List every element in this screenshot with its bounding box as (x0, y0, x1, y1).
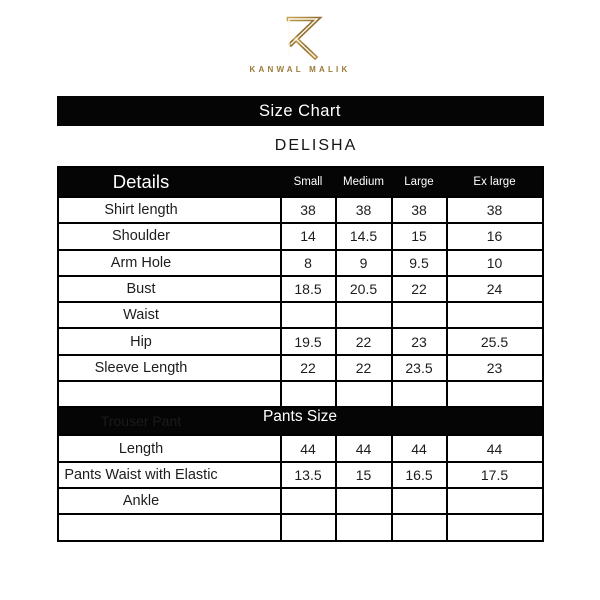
pants-size-bar: Trouser Pant Pants Size (58, 406, 542, 435)
value-cell: 22 (279, 355, 335, 381)
table-row: Pants Waist with Elastic 13.5 15 16.5 17… (58, 460, 542, 487)
size-header-small: Small (279, 168, 335, 196)
size-header-ex-large: Ex large (445, 168, 542, 196)
pants-size-title: Pants Size (262, 408, 338, 426)
value-cell (390, 515, 446, 540)
value-cell (279, 382, 335, 407)
value-cell: 38 (279, 198, 335, 223)
size-header-large: Large (390, 168, 446, 196)
table-row-empty (58, 380, 542, 407)
value-cell: 44 (445, 436, 542, 461)
value-cell: 17.5 (445, 462, 542, 487)
value-cell: 15 (334, 462, 391, 487)
value-cell: 9 (334, 250, 391, 275)
value-cell (334, 488, 391, 514)
value-cell: 22 (390, 276, 446, 302)
table-row: Sleeve Length 22 22 23.5 23 (58, 353, 542, 381)
value-cell (279, 303, 335, 328)
size-chart-title: Size Chart (258, 101, 342, 120)
value-cell (445, 488, 542, 514)
value-cell: 38 (445, 198, 542, 223)
value-cell: 8 (279, 250, 335, 275)
value-cell: 44 (334, 436, 391, 461)
value-cell: 16 (445, 224, 542, 249)
table-header-row: Details Small Medium Large Ex large (58, 168, 542, 196)
value-cell (334, 382, 391, 407)
table-row: Hip 19.5 22 23 25.5 (58, 327, 542, 354)
brand-header: KANWAL MALIK (0, 0, 600, 74)
brand-wordmark: KANWAL MALIK (249, 65, 351, 74)
table-row: Arm Hole 8 9 9.5 10 (58, 248, 542, 275)
brand-logo-k-icon (286, 16, 323, 61)
row-label: Shirt length (104, 202, 178, 219)
row-label: Ankle (122, 493, 160, 510)
table-row: Shirt length 38 38 38 38 (58, 196, 542, 223)
value-cell: 19.5 (279, 329, 335, 354)
value-cell (445, 303, 542, 328)
row-label: Arm Hole (110, 254, 172, 271)
value-cell: 38 (334, 198, 391, 223)
row-label (59, 382, 280, 406)
value-cell (334, 303, 391, 328)
value-cell (279, 488, 335, 514)
table-row: Length 44 44 44 44 (58, 434, 542, 461)
value-cell (279, 515, 335, 540)
value-cell (390, 382, 446, 407)
row-label: Sleeve Length (94, 359, 188, 376)
value-cell: 10 (445, 250, 542, 275)
row-label: Hip (130, 333, 152, 350)
row-label: Length (118, 440, 164, 457)
value-cell: 25.5 (445, 329, 542, 354)
value-cell: 44 (390, 436, 446, 461)
value-cell: 24 (445, 276, 542, 302)
value-cell: 22 (334, 355, 391, 381)
pants-faint-label: Trouser Pant (100, 413, 182, 430)
size-chart-bar: Size Chart (56, 96, 544, 126)
value-cell (334, 515, 391, 540)
value-cell: 44 (279, 436, 335, 461)
product-name: DELISHA (274, 137, 358, 154)
table-row: Ankle (58, 486, 542, 514)
value-cell: 20.5 (334, 276, 391, 302)
value-cell: 18.5 (279, 276, 335, 302)
row-label: Pants Waist with Elastic (64, 466, 218, 483)
details-header-cell: Details (112, 171, 170, 192)
value-cell (390, 488, 446, 514)
value-cell (445, 382, 542, 407)
table-row: Shoulder 14 14.5 15 16 (58, 222, 542, 249)
row-label (59, 515, 280, 539)
table-row: Waist (58, 301, 542, 328)
value-cell: 13.5 (279, 462, 335, 487)
value-cell: 14 (279, 224, 335, 249)
value-cell: 22 (334, 329, 391, 354)
row-label: Waist (123, 307, 159, 324)
table-row-empty (58, 513, 542, 540)
row-label: Bust (126, 281, 156, 298)
row-label: Shoulder (111, 228, 171, 245)
value-cell: 23.5 (390, 355, 446, 381)
size-table: Details Small Medium Large Ex large Shir… (56, 166, 544, 542)
value-cell: 14.5 (334, 224, 391, 249)
value-cell (390, 303, 446, 328)
size-header-medium: Medium (334, 168, 391, 196)
value-cell: 23 (390, 329, 446, 354)
table-row: Bust 18.5 20.5 22 24 (58, 274, 542, 302)
value-cell: 38 (390, 198, 446, 223)
value-cell: 9.5 (390, 250, 446, 275)
value-cell: 15 (390, 224, 446, 249)
value-cell: 16.5 (390, 462, 446, 487)
value-cell (445, 515, 542, 540)
value-cell: 23 (445, 355, 542, 381)
